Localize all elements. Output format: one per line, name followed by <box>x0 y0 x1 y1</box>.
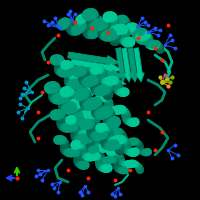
Polygon shape <box>122 48 132 82</box>
Polygon shape <box>75 67 125 81</box>
Polygon shape <box>129 49 139 83</box>
Polygon shape <box>117 49 127 83</box>
Polygon shape <box>71 59 122 73</box>
Polygon shape <box>68 52 120 66</box>
Polygon shape <box>134 48 144 82</box>
Polygon shape <box>116 48 126 82</box>
Polygon shape <box>128 48 138 82</box>
Polygon shape <box>81 80 129 94</box>
Polygon shape <box>123 49 133 83</box>
Polygon shape <box>78 74 127 88</box>
Polygon shape <box>69 53 121 67</box>
Polygon shape <box>77 73 126 87</box>
Polygon shape <box>135 49 145 83</box>
Polygon shape <box>80 79 128 93</box>
Polygon shape <box>74 66 124 80</box>
Polygon shape <box>72 60 123 74</box>
